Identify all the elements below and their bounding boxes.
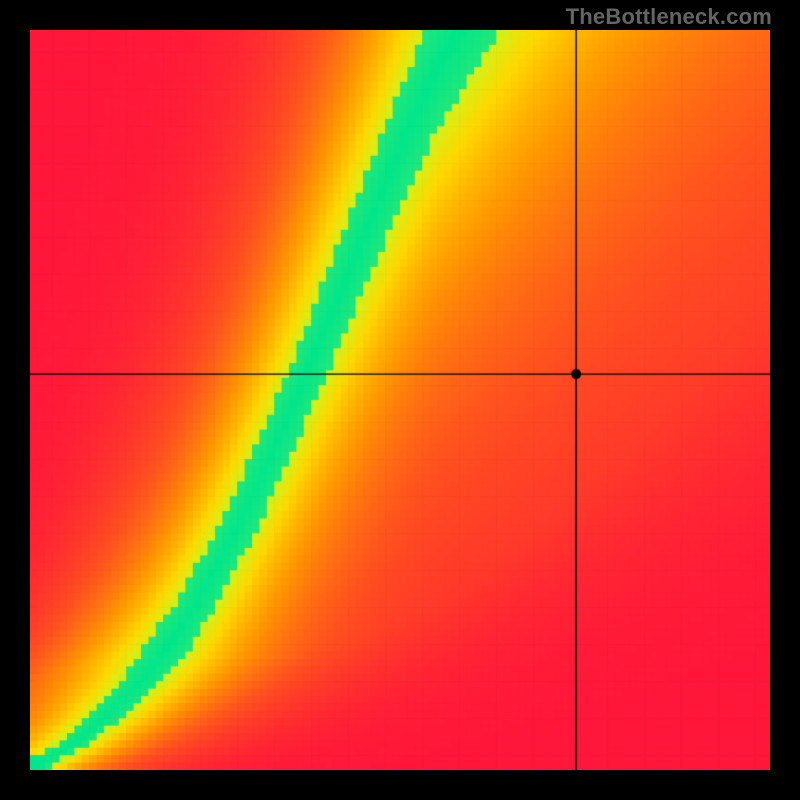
watermark-label: TheBottleneck.com	[566, 4, 772, 30]
bottleneck-heatmap	[30, 30, 770, 770]
chart-container: TheBottleneck.com	[0, 0, 800, 800]
